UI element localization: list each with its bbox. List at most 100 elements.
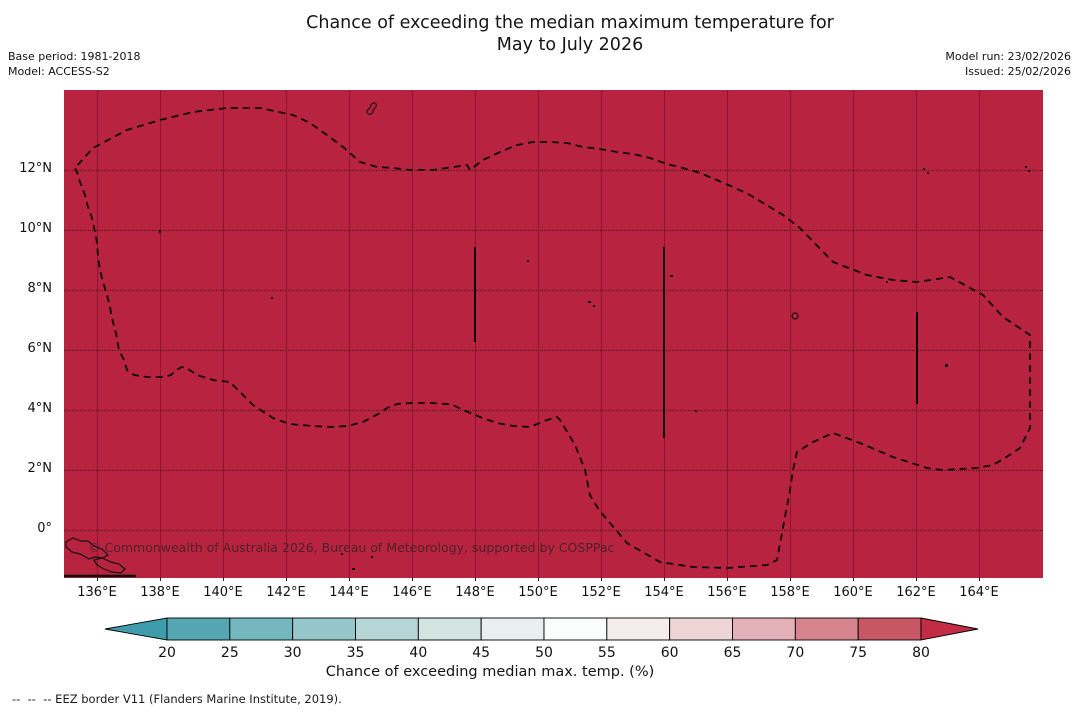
x-tick-mark [475,578,476,581]
colorbar-tick-label: 70 [786,645,804,661]
colorbar-tick-label: 65 [724,645,742,661]
x-tick-mark [664,578,665,581]
vertical-gridline [979,90,980,578]
eez-border-outline [73,107,1031,569]
colorbar-segment [292,617,356,641]
x-tick-label: 140°E [203,585,243,600]
y-tick-label: 12°N [19,161,52,176]
colorbar-segment [794,617,859,641]
base-period-label: Base period: 1981-2018 [8,50,141,63]
copyright-watermark: © Commonwealth of Australia 2026, Bureau… [88,540,615,555]
x-tick-label: 156°E [707,585,747,600]
eez-source-note: -- -- -- EEZ border V11 (Flanders Marine… [12,692,342,706]
x-tick-mark [790,578,791,581]
x-tick-label: 146°E [392,585,432,600]
model-label: Model: ACCESS-S2 [8,65,110,78]
vertical-gridline [412,90,413,578]
png-coastline-outline [65,537,109,560]
title-line-1: Chance of exceeding the median maximum t… [306,13,834,33]
issued-label: Issued: 25/02/2026 [964,65,1071,78]
y-tick-label: 10°N [19,221,52,236]
x-tick-label: 158°E [770,585,810,600]
y-axis-labels: 12°N 10°N 8°N 6°N 4°N 2°N 0° [0,90,58,578]
colorbar: 20 25 30 35 40 45 50 55 60 65 70 75 80 [104,617,979,661]
x-tick-mark [412,578,413,581]
horizontal-gridline [64,470,1043,471]
y-tick-label: 4°N [27,401,53,416]
x-tick-mark [979,578,980,581]
page-title: Chance of exceeding the median maximum t… [55,12,1085,56]
meta-left: Base period: 1981-2018 Model: ACCESS-S2 [8,49,140,79]
x-tick-label: 148°E [455,585,495,600]
guam-island-outline [366,102,377,115]
x-tick-label: 152°E [581,585,621,600]
vertical-gridline [853,90,854,578]
x-tick-mark [223,578,224,581]
colorbar-segment [732,617,796,641]
x-tick-mark [601,578,602,581]
colorbar-under-arrow [104,617,168,641]
small-island-specks [159,166,1030,570]
colorbar-tick-label: 50 [535,645,553,661]
y-tick-label: 2°N [27,461,53,476]
x-tick-mark [97,578,98,581]
colorbar-segment [229,617,294,641]
colorbar-tick-label: 75 [849,645,867,661]
vertical-gridline [160,90,161,578]
colorbar-segment [355,617,419,641]
x-tick-mark [160,578,161,581]
vertical-gridline [538,90,539,578]
colorbar-segment [417,617,482,641]
model-run-label: Model run: 23/02/2026 [945,50,1071,63]
x-tick-mark [349,578,350,581]
horizontal-gridline [64,530,1043,531]
x-tick-label: 164°E [959,585,999,600]
x-tick-label: 136°E [77,585,117,600]
horizontal-gridline [64,290,1043,291]
x-tick-label: 150°E [518,585,558,600]
colorbar-segment [543,617,608,641]
horizontal-gridline [64,230,1043,231]
colorbar-tick-label: 30 [284,645,302,661]
colorbar-over-arrow [920,617,979,641]
vertical-gridline [223,90,224,578]
vertical-gridline [349,90,350,578]
colorbar-segment [669,617,733,641]
colorbar-tick-label: 20 [158,645,176,661]
vertical-gridline [727,90,728,578]
map-plot-area: © Commonwealth of Australia 2026, Bureau… [64,90,1043,578]
x-tick-mark [286,578,287,581]
y-tick-label: 6°N [27,341,53,356]
pohnpei-island-outline [791,312,799,320]
colorbar-tick-label: 45 [472,645,490,661]
vertical-gridline [97,90,98,578]
x-tick-mark [727,578,728,581]
x-tick-label: 162°E [896,585,936,600]
colorbar-segment [480,617,545,641]
colorbar-tick-label: 60 [661,645,679,661]
colorbar-tick-label: 35 [347,645,365,661]
y-tick-label: 8°N [27,281,53,296]
map-overlay-svg [64,102,1031,578]
x-axis-labels: 136°E 138°E 140°E 142°E 144°E 146°E 148°E 150°E… [64,578,1043,606]
horizontal-gridline [64,170,1043,171]
colorbar-segment [606,617,671,641]
horizontal-gridline [64,350,1043,351]
colorbar-segment [166,617,231,641]
x-tick-label: 154°E [644,585,684,600]
vertical-gridline [286,90,287,578]
colorbar-tick-label: 80 [912,645,930,661]
png-coastline-outline-2 [93,557,126,574]
x-tick-mark [538,578,539,581]
vertical-gridline [790,90,791,578]
x-tick-label: 144°E [329,585,369,600]
y-tick-label: 0° [37,521,52,536]
x-tick-mark [916,578,917,581]
x-tick-label: 142°E [266,585,306,600]
colorbar-segment [857,617,922,641]
colorbar-tick-label: 40 [409,645,427,661]
colorbar-title: Chance of exceeding median max. temp. (%… [325,664,655,680]
title-line-2: May to July 2026 [496,35,644,55]
meta-right: Model run: 23/02/2026 Issued: 25/02/2026 [945,49,1071,79]
